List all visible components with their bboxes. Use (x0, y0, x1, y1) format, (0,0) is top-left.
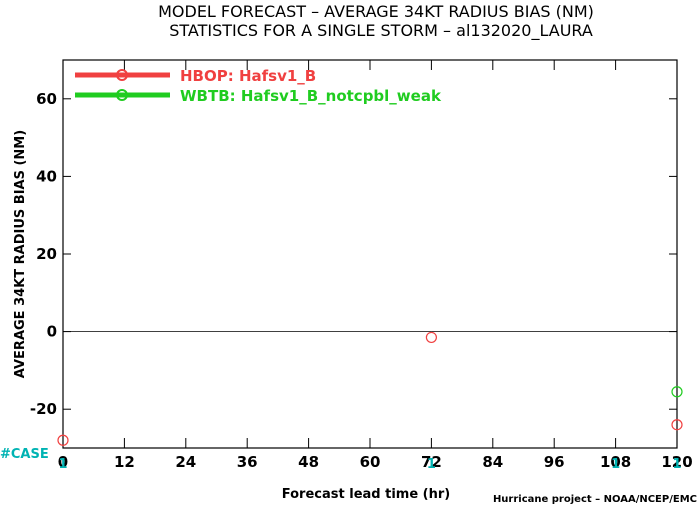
legend-marker-1 (116, 89, 128, 101)
y-tick-label-40: 40 (36, 167, 57, 185)
point-series0-2 (671, 419, 683, 431)
credit-text: Hurricane project – NOAA/NCEP/EMC (493, 494, 697, 505)
case-label: #CASE (0, 447, 49, 462)
legend-entry-1: WBTB: Hafsv1_B_notcpbl_weak (180, 87, 442, 105)
legend-entry-0: HBOP: Hafsv1_B (180, 67, 316, 85)
x-axis: 0 12 24 36 48 60 72 84 96 108 120 (58, 60, 693, 471)
x-tick-label-84: 84 (482, 453, 503, 471)
case-count-0: 1 (58, 457, 67, 472)
case-count-1: 1 (427, 457, 436, 472)
chart-title: MODEL FORECAST – AVERAGE 34KT RADIUS BIA… (158, 2, 594, 21)
x-tick-label-108: 108 (600, 453, 631, 471)
case-counts: 1 1 1 1 (58, 457, 681, 472)
plot-frame (62, 59, 678, 449)
x-tick-label-60: 60 (360, 453, 381, 471)
x-tick-label-120: 120 (661, 453, 692, 471)
case-count-3: 1 (672, 457, 681, 472)
x-tick-label-48: 48 (298, 453, 319, 471)
y-tick-label-20: 20 (36, 245, 57, 263)
x-tick-label-0: 0 (58, 453, 68, 471)
y-axis-label: AVERAGE 34KT RADIUS BIAS (NM) (13, 130, 28, 378)
data-points (57, 331, 683, 446)
legend: HBOP: Hafsv1_B WBTB: Hafsv1_B_notcpbl_wea… (75, 67, 442, 105)
legend-marker-0 (116, 69, 128, 81)
point-series1-0 (671, 386, 683, 398)
y-axis: -20 0 20 40 60 (30, 90, 677, 418)
chart-subtitle: STATISTICS FOR A SINGLE STORM – al132020… (169, 21, 593, 41)
x-tick-label-36: 36 (237, 453, 258, 471)
x-tick-label-12: 12 (114, 453, 135, 471)
y-tick-label--20: -20 (30, 400, 57, 418)
x-axis-label: Forecast lead time (hr) (282, 487, 450, 502)
x-tick-label-24: 24 (175, 453, 196, 471)
x-tick-label-72: 72 (421, 453, 442, 471)
point-series0-1 (425, 331, 437, 344)
case-count-2: 1 (611, 457, 620, 472)
x-tick-label-96: 96 (544, 453, 565, 471)
point-series0-0 (57, 434, 69, 446)
y-tick-label-0: 0 (47, 323, 57, 341)
y-tick-label-60: 60 (36, 90, 57, 108)
